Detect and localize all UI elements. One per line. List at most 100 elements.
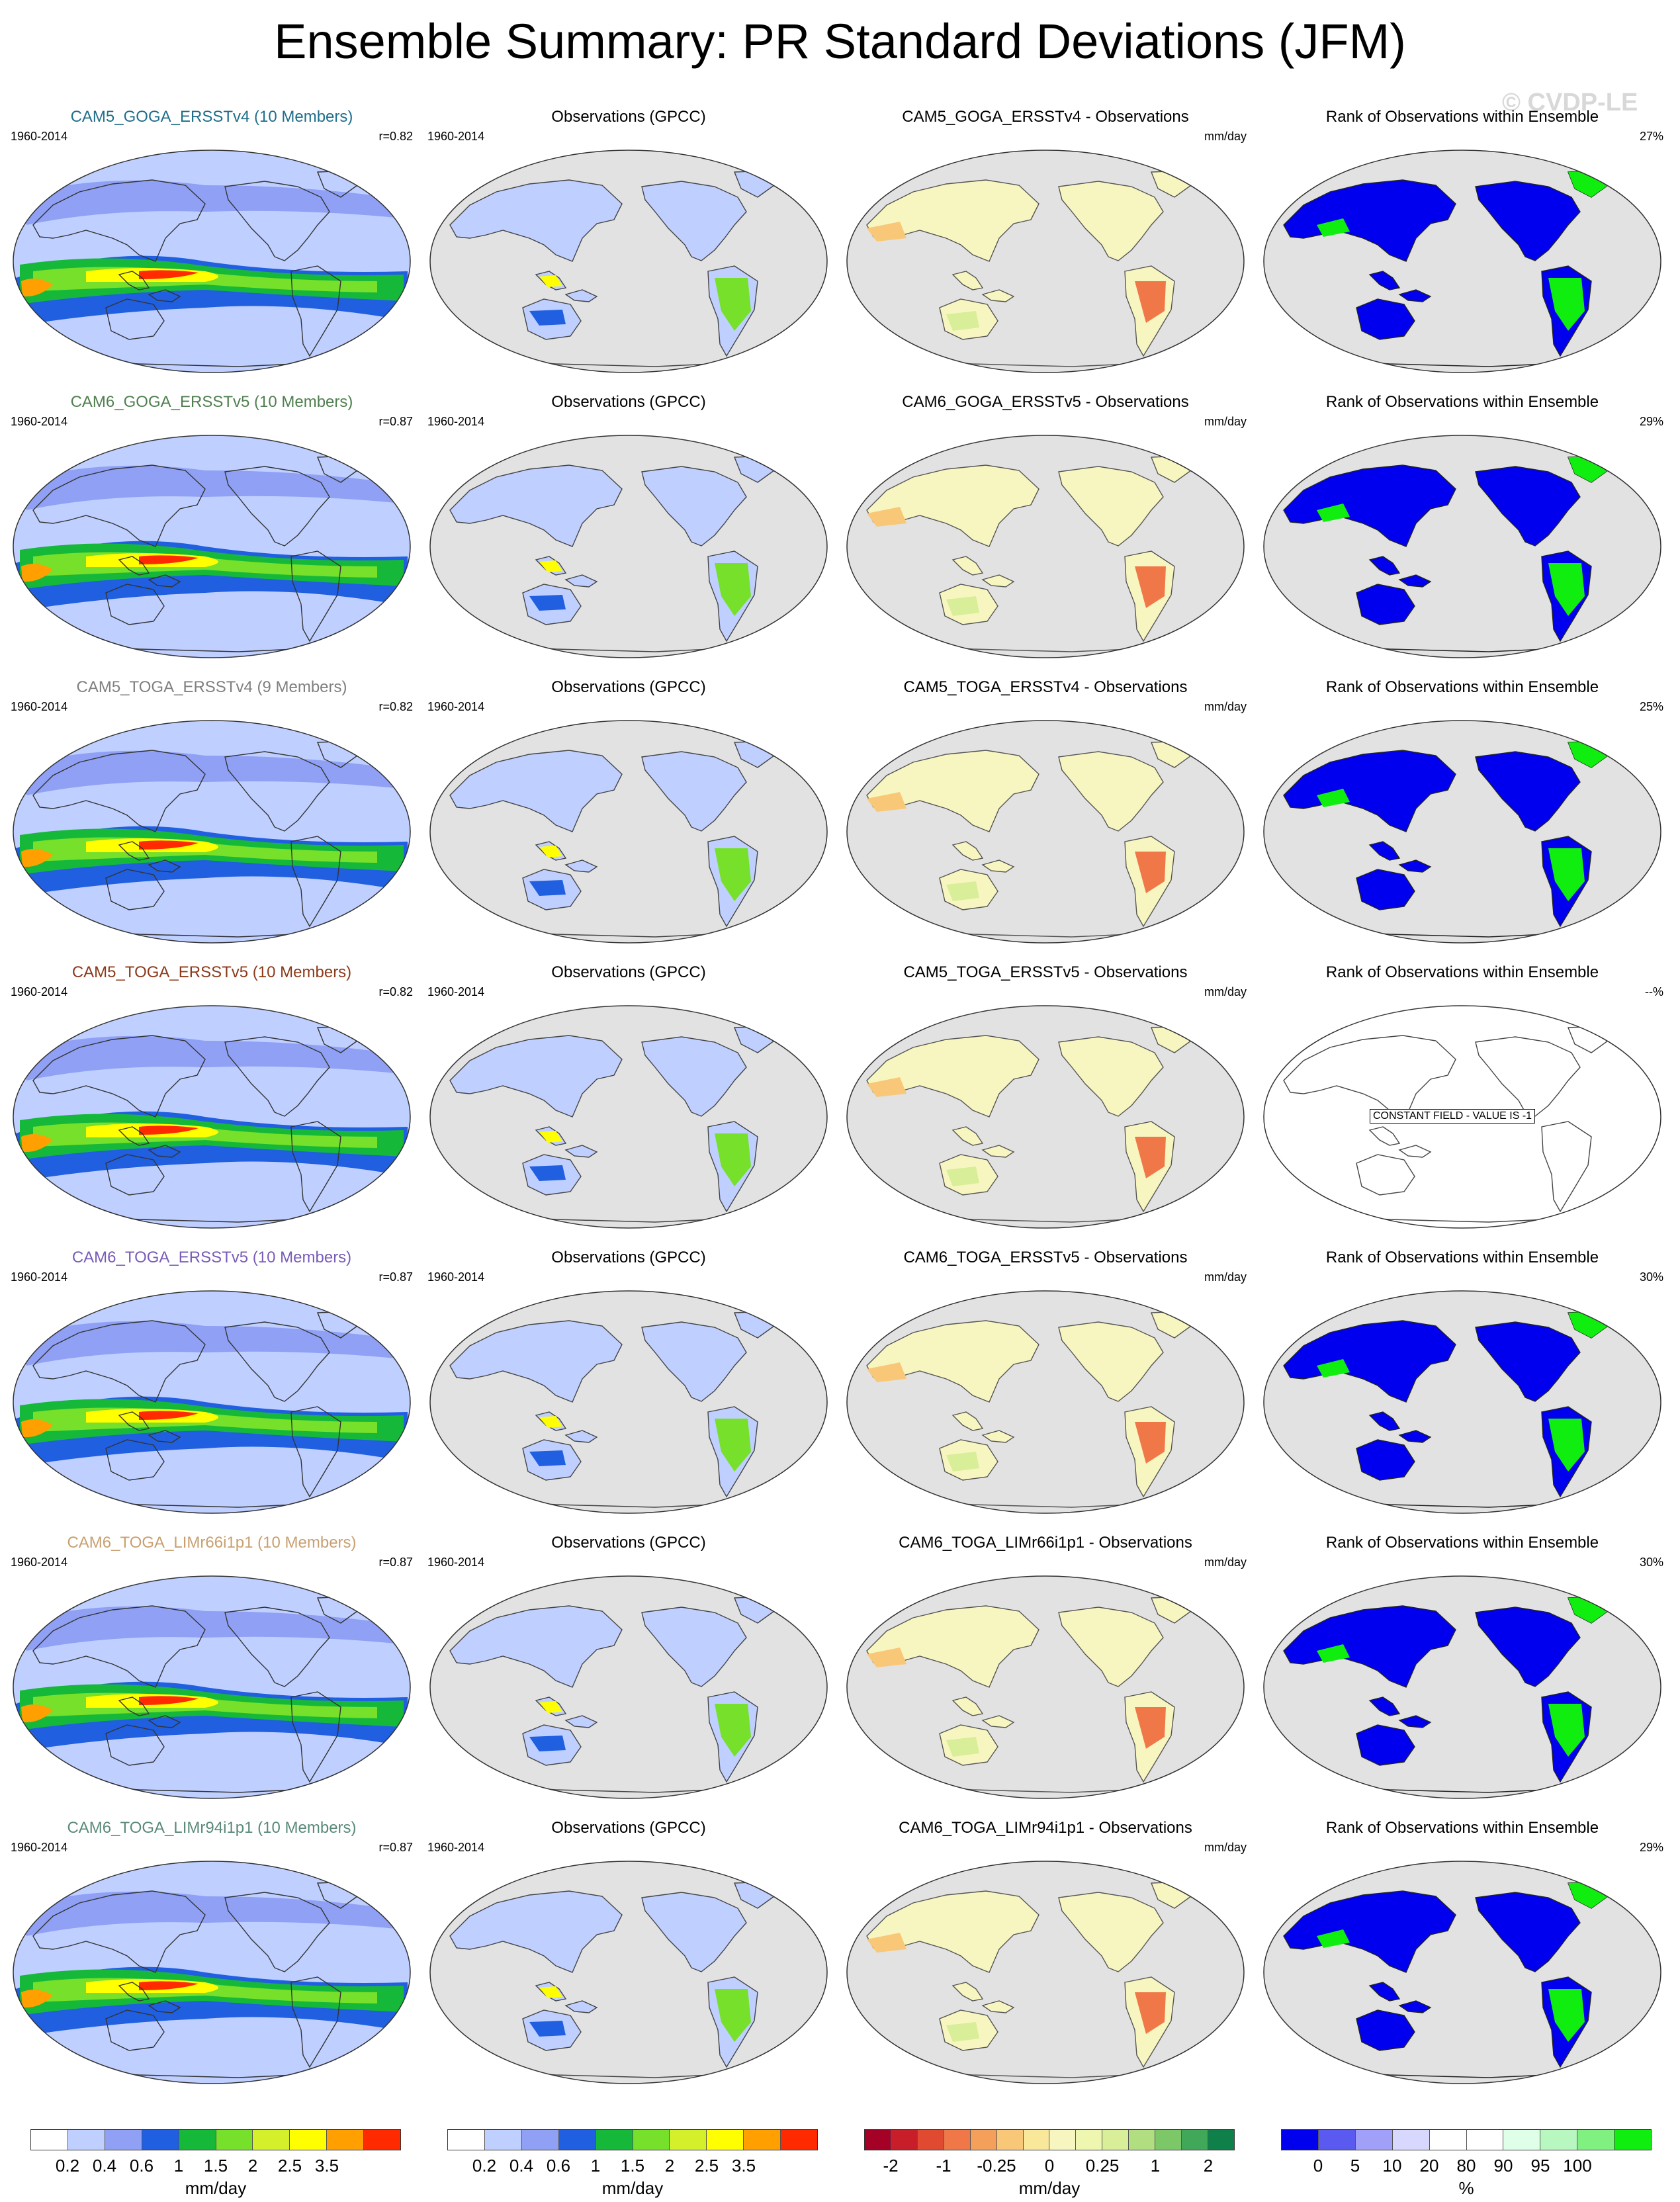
colorbar-tick-label: 10 xyxy=(1382,2156,1402,2176)
diff-contour xyxy=(1135,852,1166,893)
namerica-landmass xyxy=(641,1036,747,1117)
map-border xyxy=(429,1861,828,2084)
precip-contour xyxy=(139,270,199,279)
namerica-landmass xyxy=(1058,1892,1164,1972)
rank-contour xyxy=(1548,563,1585,616)
colorbar-tick-label: 1.5 xyxy=(620,2156,645,2176)
asia-landmass xyxy=(1283,179,1456,262)
precip-contour xyxy=(139,840,199,850)
australia-landmass xyxy=(1356,869,1415,910)
diff-panel: CAM5_TOGA_ERSSTv4 - Observations mm/day xyxy=(840,678,1251,950)
precip-contour xyxy=(21,1419,53,1438)
australia-landmass xyxy=(105,1724,165,1766)
namerica-landmass xyxy=(224,1892,330,1972)
diff-title: CAM5_GOGA_ERSSTv4 - Observations xyxy=(902,108,1189,126)
rank-percent: 25% xyxy=(1639,700,1663,713)
colorbar-swatch xyxy=(105,2130,142,2150)
namerica-landmass xyxy=(224,466,330,547)
diff-map xyxy=(846,1290,1245,1514)
obs-title: Observations (GPCC) xyxy=(551,963,706,981)
diff-map xyxy=(846,720,1245,944)
obs-panel: Observations (GPCC) 1960-2014 xyxy=(423,1818,834,2091)
colorbar-swatch xyxy=(216,2130,253,2150)
colorbar-swatch xyxy=(1392,2130,1430,2150)
seasia-landmass xyxy=(951,841,1015,873)
asia-landmass xyxy=(1283,1605,1456,1688)
obs-title: Observations (GPCC) xyxy=(551,1534,706,1552)
namerica-landmass xyxy=(1475,1036,1581,1117)
diff-contour xyxy=(867,507,906,527)
ensemble-period: 1960-2014 xyxy=(11,700,68,713)
colorbar-swatch xyxy=(290,2130,328,2150)
precip-contour xyxy=(139,1981,199,1990)
colorbar-swatch xyxy=(558,2130,596,2150)
precip-contour xyxy=(33,1188,390,1211)
samerica-landmass xyxy=(290,265,341,357)
colorbar-swatch xyxy=(484,2130,522,2150)
rank-map xyxy=(1263,1290,1661,1514)
rank-map xyxy=(1263,720,1661,944)
colorbar-swatch xyxy=(1577,2130,1615,2150)
precip-contour xyxy=(21,1134,53,1153)
ocean-mask xyxy=(430,1006,827,1228)
colorbar-tick-label: 90 xyxy=(1493,2156,1513,2176)
ensemble-map xyxy=(13,1861,411,2084)
diff-contour xyxy=(867,222,906,242)
rank-contour xyxy=(1548,1989,1585,2042)
diff-contour xyxy=(946,1167,979,1186)
page-title: Ensemble Summary: PR Standard Deviations… xyxy=(274,14,1406,69)
ensemble-panel: CAM5_TOGA_ERSSTv4 (9 Members) 1960-2014 r=… xyxy=(7,678,417,950)
colorbar-swatch xyxy=(970,2130,997,2150)
ensemble-period: 1960-2014 xyxy=(11,1556,68,1569)
ocean-mask xyxy=(430,721,827,943)
diff-panel: CAM6_TOGA_LIMr94i1p1 - Observations mm/da… xyxy=(840,1818,1251,2091)
rank-panel: Rank of Observations within Ensemble 29% xyxy=(1257,392,1667,665)
precip-contour xyxy=(33,2044,390,2067)
pattern-correlation: r=0.82 xyxy=(378,130,413,143)
rank-panel: Rank of Observations within Ensemble 30% xyxy=(1257,1533,1667,1806)
ensemble-title: CAM6_TOGA_ERSSTv5 (10 Members) xyxy=(71,1249,352,1266)
ocean-mask xyxy=(1264,435,1661,658)
ocean-mask xyxy=(430,435,827,658)
precip-contour xyxy=(33,903,390,926)
precip-contour xyxy=(33,1759,390,1782)
obs-period: 1960-2014 xyxy=(427,1841,485,1854)
colorbar-swatch xyxy=(364,2130,401,2150)
namerica-landmass xyxy=(1475,1607,1581,1687)
diff-units: mm/day xyxy=(1204,415,1247,428)
obs-panel: Observations (GPCC) 1960-2014 xyxy=(423,107,834,380)
rank-panel: Rank of Observations within Ensemble 25% xyxy=(1257,678,1667,950)
ensemble-panel: CAM5_TOGA_ERSSTv5 (10 Members) 1960-2014 r… xyxy=(7,963,417,1235)
map-border xyxy=(1263,150,1661,373)
seasia-landmass xyxy=(118,1696,181,1728)
ocean-mask xyxy=(847,150,1244,373)
rank-contour xyxy=(1317,789,1350,807)
ensemble-title: CAM5_TOGA_ERSSTv4 (9 Members) xyxy=(76,678,347,696)
colorbar-swatch xyxy=(1282,2130,1319,2150)
obs-period: 1960-2014 xyxy=(427,700,485,713)
precip-contour xyxy=(20,465,402,510)
seasia-landmass xyxy=(1368,556,1432,588)
seasia-landmass xyxy=(118,841,181,873)
rank-percent: --% xyxy=(1645,985,1663,998)
precip-contour xyxy=(139,1125,199,1135)
precip-contour xyxy=(20,750,402,795)
obs-panel: Observations (GPCC) 1960-2014 xyxy=(423,963,834,1235)
rank-map xyxy=(1263,1861,1661,2084)
colorbar-tick-label: 1 xyxy=(590,2156,601,2176)
australia-landmass xyxy=(1356,1724,1415,1766)
map-border xyxy=(846,1575,1245,1799)
rank-title: Rank of Observations within Ensemble xyxy=(1325,963,1599,981)
colorbar-swatch xyxy=(1503,2130,1541,2150)
precip-contour xyxy=(539,1416,562,1428)
map-border xyxy=(13,1861,411,2084)
ocean-mask xyxy=(1264,150,1661,373)
map-border xyxy=(846,720,1245,944)
rank-title: Rank of Observations within Ensemble xyxy=(1325,1819,1599,1837)
watermark: © CVDP-LE xyxy=(1502,89,1638,116)
diff-panel: CAM5_TOGA_ERSSTv5 - Observations mm/day xyxy=(840,963,1251,1235)
map-border xyxy=(846,1861,1245,2084)
precip-contour xyxy=(539,846,562,858)
australia-landmass xyxy=(105,2009,165,2051)
diff-units: mm/day xyxy=(1204,985,1247,998)
